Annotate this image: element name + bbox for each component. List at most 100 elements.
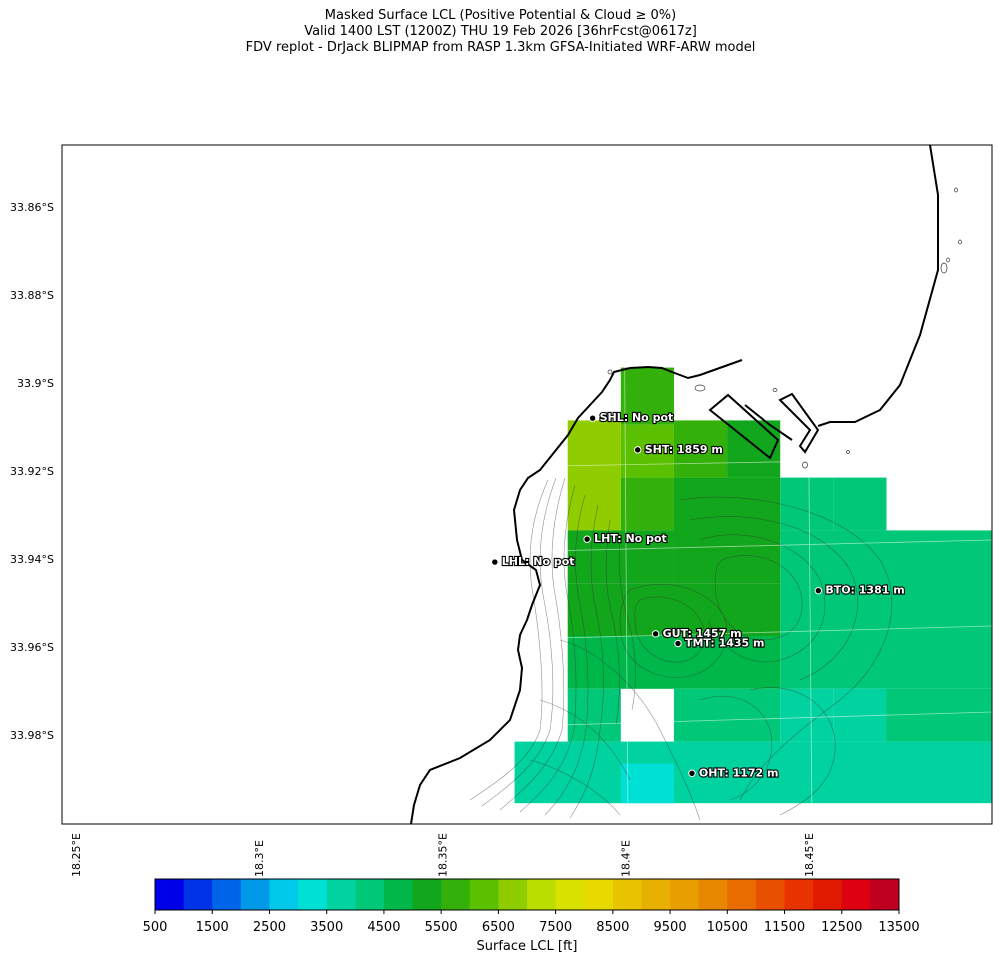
- station-gut[interactable]: GUT: 1457 m: [651, 626, 743, 641]
- graticule: [62, 145, 992, 824]
- lat-tick-label: 33.9°S: [17, 377, 54, 390]
- colorbar-swatch: [212, 879, 242, 910]
- station-marker[interactable]: [491, 558, 499, 566]
- colorbar-swatch: [555, 879, 585, 910]
- station-marker[interactable]: [674, 639, 682, 648]
- map-title: Masked Surface LCL (Positive Potential &…: [0, 8, 1001, 56]
- colorbar-swatch: [641, 879, 671, 910]
- station-tmt[interactable]: TMT: 1435 m: [674, 635, 766, 651]
- colorbar-swatch: [612, 879, 642, 910]
- coastline: [410, 145, 939, 824]
- colorbar-tick-label: 3500: [310, 920, 343, 935]
- lon-tick-label: 18.45°E: [803, 833, 816, 877]
- lat-tick-label: 33.98°S: [10, 729, 54, 742]
- colorbar-swatch: [841, 879, 871, 910]
- lat-tick-label: 33.86°S: [10, 201, 54, 214]
- stations-layer: SHL: No pot SHT: 1859 m LHT: No pot LHL: No…: [491, 410, 906, 780]
- lcl-cell: [673, 530, 781, 584]
- title-line-2: Valid 1400 LST (1200Z) THU 19 Feb 2026 […: [304, 24, 697, 39]
- title-line-1: Masked Surface LCL (Positive Potential &…: [324, 8, 677, 23]
- lcl-cell: [567, 583, 781, 636]
- offshore-rocks: [607, 187, 962, 469]
- lon-tick-label: 18.35°E: [436, 833, 449, 877]
- colorbar-swatch: [441, 879, 471, 910]
- station-marker[interactable]: [583, 535, 591, 543]
- colorbar-swatch: [326, 879, 356, 910]
- lcl-cell: [780, 530, 992, 636]
- colorbar-swatch: [813, 879, 843, 910]
- lcl-cell: [993, 478, 1001, 531]
- longitude-ticks: 18.25°E 18.3°E 18.35°E 18.4°E 18.45°E: [70, 833, 816, 877]
- lcl-cell: [780, 688, 834, 742]
- station-lhl[interactable]: LHL: No pot: [491, 554, 576, 569]
- lcl-cell: [620, 367, 674, 425]
- colorbar-swatch: [698, 879, 728, 910]
- station-lht[interactable]: LHT: No pot: [583, 531, 668, 546]
- colorbar-tick-label: 12500: [821, 920, 862, 935]
- station-sht[interactable]: SHT: 1859 m: [633, 442, 724, 457]
- colorbar-tick-label: 500: [143, 920, 168, 935]
- lcl-cell: [620, 763, 674, 804]
- lat-tick-label: 33.96°S: [10, 641, 54, 654]
- lon-tick-label: 18.3°E: [253, 840, 266, 877]
- station-label: SHL: No pot: [600, 411, 674, 424]
- lcl-cell: [673, 420, 728, 478]
- colorbar-swatch: [870, 879, 900, 910]
- colorbar-tick-label: 4500: [367, 920, 400, 935]
- terrain-contours: [469, 477, 893, 821]
- colorbar-swatch: [670, 879, 700, 910]
- colorbar-ticks: 500 1500 2500 3500 4500 5500 6500 7500 8500 9500 1…: [143, 910, 920, 935]
- colorbar-swatch: [727, 879, 757, 910]
- lcl-cell: [886, 688, 992, 742]
- colorbar-swatch: [584, 879, 614, 910]
- colorbar-swatch: [355, 879, 385, 910]
- colorbar-tick-label: 11500: [764, 920, 805, 935]
- title-line-3: FDV replot - DrJack BLIPMAP from RASP 1.…: [245, 40, 756, 55]
- station-label: TMT: 1435 m: [685, 636, 765, 649]
- colorbar-tick-label: 2500: [253, 920, 286, 935]
- lcl-cells-layer: [514, 367, 1001, 804]
- colorbar-swatch: [755, 879, 786, 910]
- station-label: BTO: 1381 m: [825, 584, 904, 597]
- station-label: LHL: No pot: [502, 555, 575, 568]
- station-label: LHT: No pot: [594, 532, 667, 545]
- lat-tick-label: 33.94°S: [10, 553, 54, 566]
- station-label: OHT: 1172 m: [699, 766, 779, 779]
- colorbar-tick-label: 5500: [425, 920, 458, 935]
- lcl-cell: [780, 636, 992, 689]
- station-bto[interactable]: BTO: 1381 m: [814, 583, 906, 598]
- colorbar-tick-label: 6500: [482, 920, 515, 935]
- lcl-cell: [673, 688, 781, 742]
- station-marker[interactable]: [588, 414, 597, 422]
- latitude-ticks: 33.86°S 33.88°S 33.9°S 33.92°S 33.94°S 33.96°…: [10, 201, 54, 742]
- colorbar-tick-label: 8500: [596, 920, 629, 935]
- lcl-cell: [514, 741, 992, 804]
- colorbar-tick-label: 7500: [539, 920, 572, 935]
- colorbar-tick-label: 1500: [196, 920, 229, 935]
- colorbar-swatch: [469, 879, 499, 910]
- station-marker[interactable]: [688, 769, 696, 777]
- colorbar: 500 1500 2500 3500 4500 5500 6500 7500 8500 9500 1…: [143, 878, 920, 954]
- map-area[interactable]: SHL: No pot SHT: 1859 m LHT: No pot LHL: No…: [62, 145, 1001, 824]
- station-oht[interactable]: OHT: 1172 m: [688, 765, 780, 780]
- colorbar-swatch: [298, 879, 328, 910]
- station-marker[interactable]: [814, 586, 823, 595]
- lcl-cell: [620, 477, 674, 531]
- station-shl[interactable]: SHL: No pot: [588, 410, 674, 425]
- colorbar-tick-label: 9500: [654, 920, 687, 935]
- map-frame: [61, 144, 993, 825]
- colorbar-swatch: [527, 879, 557, 910]
- lcl-cell: [567, 688, 621, 742]
- lon-tick-label: 18.25°E: [70, 833, 83, 877]
- colorbar-swatch: [269, 879, 299, 910]
- lat-tick-label: 33.92°S: [10, 465, 54, 478]
- colorbar-tick-label: 10500: [707, 920, 748, 935]
- colorbar-boxes: [155, 879, 900, 910]
- lcl-cell: [673, 477, 781, 540]
- station-marker[interactable]: [651, 630, 660, 638]
- colorbar-swatch: [240, 879, 270, 910]
- lcl-cell: [833, 477, 887, 531]
- station-marker[interactable]: [633, 446, 642, 454]
- colorbar-tick-label: 13500: [878, 920, 919, 935]
- lat-tick-label: 33.88°S: [10, 289, 54, 302]
